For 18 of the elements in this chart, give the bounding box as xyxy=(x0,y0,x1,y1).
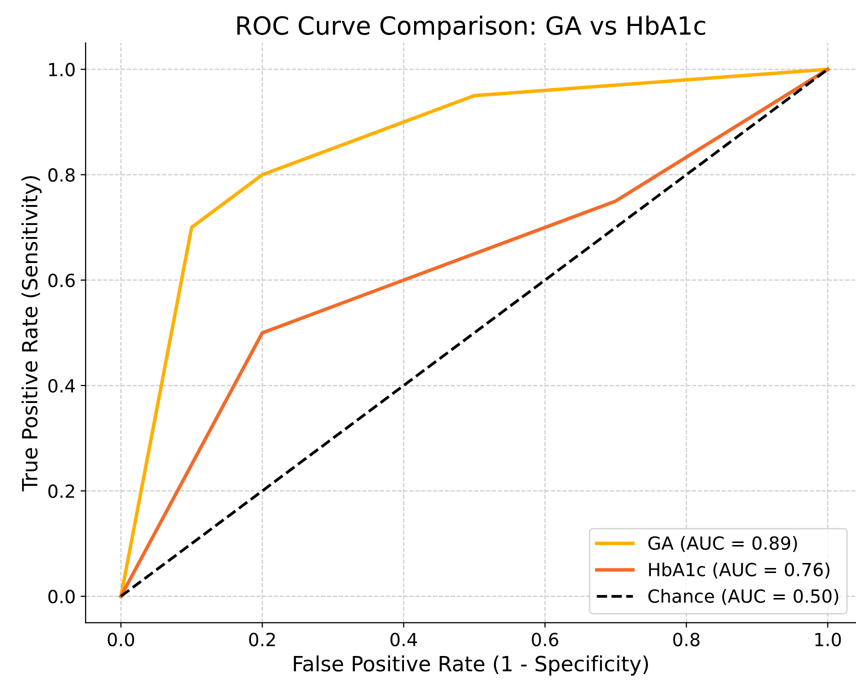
y-tick-label: 0.4 xyxy=(48,378,75,393)
y-tick-label: 0.6 xyxy=(48,274,75,288)
x-tick-label: 0.6 xyxy=(532,632,558,646)
y-axis-title: True Positive Rate (Sensitivity) xyxy=(21,176,42,492)
y-tick-label: 0.8 xyxy=(48,168,75,182)
y-tick-label: 1.0 xyxy=(49,62,75,76)
x-tick-label: 1.0 xyxy=(815,632,841,646)
y-tick-label: 0.0 xyxy=(48,590,75,604)
x-tick-label: 0.4 xyxy=(390,632,417,646)
x-tick-label: 0.0 xyxy=(108,632,134,646)
chart-title: ROC Curve Comparison: GA vs HbA1c xyxy=(237,16,706,40)
legend-label: GA (AUC = 0.89) xyxy=(648,536,797,552)
x-axis-title: False Positive Rate (1 - Specificity) xyxy=(294,655,648,676)
x-tick-label: 0.8 xyxy=(673,632,700,646)
y-tick-label: 0.2 xyxy=(48,484,74,498)
legend-label: HbA1c (AUC = 0.76) xyxy=(649,562,830,579)
legend-label: Chance (AUC = 0.50) xyxy=(648,588,838,606)
x-tick-label: 0.2 xyxy=(249,632,275,646)
